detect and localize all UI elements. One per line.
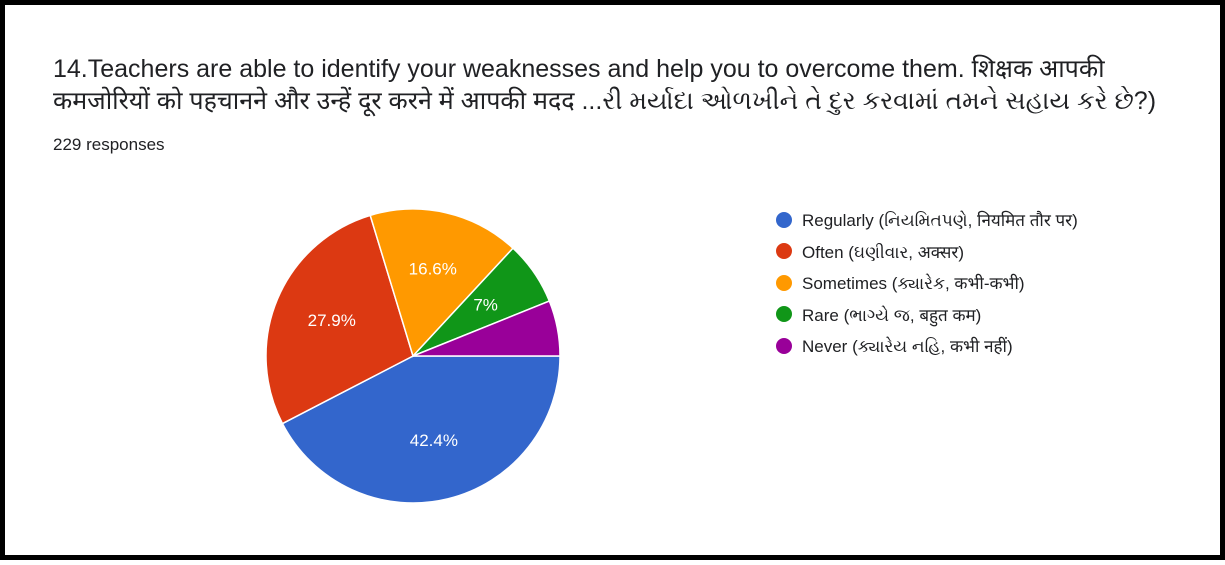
legend-swatch-4 bbox=[776, 337, 792, 354]
pie-slice-label-3: 7% bbox=[473, 295, 498, 314]
legend-item-2[interactable]: Sometimes (ક્યારેક, कभी-कभी) bbox=[776, 267, 1078, 299]
response-count: 229 responses bbox=[53, 135, 165, 154]
chart-legend: Regularly (નિયમિતપણે, नियमित तौर पर) Ofte… bbox=[776, 204, 1078, 362]
pie-slice-label-0: 42.4% bbox=[410, 431, 458, 450]
pie-slice-2[interactable] bbox=[369, 208, 515, 358]
legend-item-0[interactable]: Regularly (નિયમિતપણે, नियमित तौर पर) bbox=[776, 204, 1078, 236]
legend-label-4: Never (ક્યારેય નહિ, कभी नहीं) bbox=[802, 337, 1013, 357]
pie-slice-1[interactable] bbox=[265, 214, 414, 425]
legend-swatch-1 bbox=[776, 243, 792, 260]
legend-item-3[interactable]: Rare (ભાગ્યે જ, बहुत कम) bbox=[776, 299, 1078, 331]
question-title-line-2: कमजोरियों को पहचानने और उन्हें दूर करने … bbox=[53, 87, 1157, 115]
legend-swatch-2 bbox=[776, 274, 792, 291]
question-title: 14.Teachers are able to identify your we… bbox=[53, 53, 1203, 117]
pie-slice-label-1: 27.9% bbox=[308, 311, 356, 330]
legend-label-2: Sometimes (ક્યારેક, कभी-कभी) bbox=[802, 274, 1025, 294]
legend-label-3: Rare (ભાગ્યે જ, बहुत कम) bbox=[802, 305, 982, 325]
legend-label-1: Often (ઘણીવાર, अक्सर) bbox=[802, 242, 964, 262]
legend-item-4[interactable]: Never (ક્યારેય નહિ, कभी नहीं) bbox=[776, 330, 1078, 362]
question-title-line-1: 14.Teachers are able to identify your we… bbox=[53, 55, 1105, 83]
pie-chart: 42.4% 27.9% 16.6% 7% bbox=[265, 208, 561, 504]
legend-swatch-0 bbox=[776, 211, 792, 228]
pie-slice-label-2: 16.6% bbox=[409, 260, 457, 279]
legend-swatch-3 bbox=[776, 306, 792, 323]
pie-slice-4[interactable] bbox=[412, 300, 561, 357]
pie-slice-0[interactable] bbox=[281, 355, 561, 504]
legend-label-0: Regularly (નિયમિતપણે, नियमित तौर पर) bbox=[802, 211, 1078, 231]
legend-item-1[interactable]: Often (ઘણીવાર, अक्सर) bbox=[776, 236, 1078, 268]
